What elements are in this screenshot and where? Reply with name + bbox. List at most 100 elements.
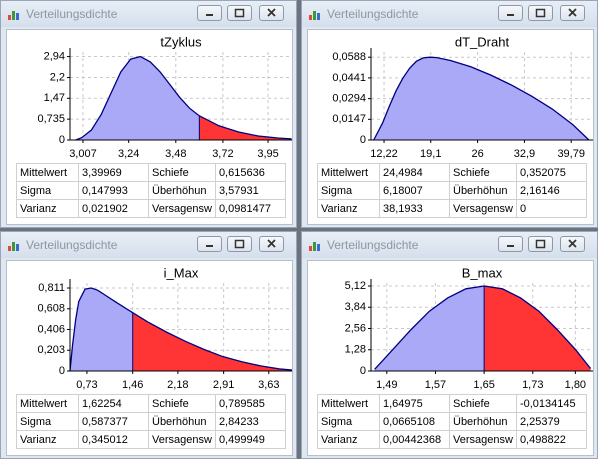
stat-label: Varianz xyxy=(317,430,380,449)
maximize-button[interactable] xyxy=(227,236,252,252)
chart-title: tZyklus xyxy=(160,34,202,49)
y-tick-label: 0,0294 xyxy=(332,93,366,105)
stat-value: 0,498822 xyxy=(515,430,587,449)
stats-row: Mittelwert 1,64975 Schiefe -0,0134145 xyxy=(317,394,587,413)
stat-label: Schiefe xyxy=(449,163,517,182)
maximize-button-glyph xyxy=(234,239,245,249)
stat-value: 6,18007 xyxy=(379,181,450,200)
maximize-button[interactable] xyxy=(528,5,553,21)
stats-row: Sigma 0,147993 Überhöhun 3,57931 xyxy=(16,181,286,200)
x-tick-label: 2,18 xyxy=(167,379,188,391)
stat-label: Mittelwert xyxy=(317,163,380,182)
icon-bar xyxy=(313,242,316,251)
x-tick-label: 0,73 xyxy=(76,379,97,391)
stats-row: Varianz 0,345012 Versagensw 0,499949 xyxy=(16,430,286,449)
window: Verteilungsdichte tZyklus 0 0,735 1,47 2,2 2,9… xyxy=(0,0,297,228)
stat-value: 0,345012 xyxy=(78,430,149,449)
stats-table: Mittelwert 3,39969 Schiefe 0,615636 Sigma 0,1… xyxy=(16,163,286,218)
x-tick-label: 39,79 xyxy=(557,148,585,160)
stat-label: Sigma xyxy=(317,181,380,200)
close-button[interactable] xyxy=(560,236,585,252)
stat-label: Versagensw xyxy=(449,430,517,449)
close-button-glyph xyxy=(568,8,577,17)
maximize-button[interactable] xyxy=(227,5,252,21)
y-tick-label: 5,12 xyxy=(345,280,366,292)
stat-value: 24,4984 xyxy=(379,163,450,182)
stats-table: Mittelwert 1,64975 Schiefe -0,0134145 Sigma 0… xyxy=(317,394,587,449)
table-body: Mittelwert 24,4984 Schiefe 0,352075 Sigma 6,1… xyxy=(317,163,587,218)
window: Verteilungsdichte B_max 0 1,28 2,56 3,84 5,12 1… xyxy=(301,231,598,459)
glyph xyxy=(568,239,577,248)
density-curve xyxy=(69,287,292,372)
client-area: B_max 0 1,28 2,56 3,84 5,12 1,49 1,57 1,65 1,73 1,… xyxy=(307,260,594,456)
maximize-button[interactable] xyxy=(528,236,553,252)
glyph xyxy=(234,8,245,18)
glyph xyxy=(267,8,276,17)
icon-bar xyxy=(317,244,320,251)
window-title: Verteilungsdichte xyxy=(327,7,419,21)
y-tick-label: 0,203 xyxy=(37,344,65,356)
minimize-button[interactable] xyxy=(197,5,222,21)
stat-value: 3,39969 xyxy=(78,163,149,182)
icon-bar xyxy=(16,244,19,251)
y-tick-label: 2,94 xyxy=(44,50,65,62)
y-tick-label: 0 xyxy=(59,134,65,146)
stat-label: Varianz xyxy=(16,430,79,449)
icon-bar xyxy=(309,246,312,251)
minimize-button[interactable] xyxy=(498,236,523,252)
close-button-glyph xyxy=(267,8,276,17)
close-button[interactable] xyxy=(259,236,284,252)
x-tick-label: 3,72 xyxy=(212,148,233,160)
x-tick-label: 12,22 xyxy=(370,148,398,160)
minimize-button[interactable] xyxy=(197,236,222,252)
y-tick-label: 3,84 xyxy=(345,301,366,313)
minimize-button[interactable] xyxy=(498,5,523,21)
stat-value: 3,57931 xyxy=(214,181,286,200)
stats-row: Varianz 0,021902 Versagensw 0,0981477 xyxy=(16,199,286,218)
icon-bar xyxy=(317,13,320,20)
window: Verteilungsdichte i_Max 0 0,203 0,406 0,608 0,… xyxy=(0,231,297,459)
close-button[interactable] xyxy=(560,5,585,21)
stat-label: Mittelwert xyxy=(16,394,79,413)
stat-label: Überhöhun xyxy=(148,181,216,200)
stats-row: Sigma 6,18007 Überhöhun 2,16146 xyxy=(317,181,587,200)
stat-label: Varianz xyxy=(317,199,380,218)
table-body: Mittelwert 1,62254 Schiefe 0,789585 Sigma 0,5… xyxy=(16,394,286,449)
x-tick-label: 1,73 xyxy=(522,379,543,391)
density-curve xyxy=(75,55,292,141)
y-tick-label: 1,47 xyxy=(44,92,65,104)
stat-value: 2,84233 xyxy=(214,412,286,431)
close-button[interactable] xyxy=(259,5,284,21)
window-title: Verteilungsdichte xyxy=(26,7,118,21)
chart: B_max 0 1,28 2,56 3,84 5,12 1,49 1,57 1,65 1,73 1,… xyxy=(345,265,593,391)
stat-value: 0 xyxy=(515,199,587,218)
minimize-button-glyph xyxy=(507,245,514,247)
glyph xyxy=(507,245,514,247)
stat-label: Überhöhun xyxy=(449,181,517,200)
app-icon xyxy=(8,242,19,251)
x-tick-label: 32,9 xyxy=(514,148,535,160)
minimize-button-glyph xyxy=(206,245,213,247)
y-tick-label: 0 xyxy=(360,134,366,146)
stat-label: Schiefe xyxy=(148,394,216,413)
y-tick-label: 0 xyxy=(59,365,65,377)
app-icon xyxy=(309,11,320,20)
icon-bar xyxy=(12,11,15,20)
y-tick-label: 1,28 xyxy=(345,344,366,356)
stat-value: 0,00442368 xyxy=(379,430,450,449)
stat-label: Sigma xyxy=(16,412,79,431)
stats-row: Mittelwert 24,4984 Schiefe 0,352075 xyxy=(317,163,587,182)
failure-area xyxy=(132,312,292,371)
x-tick-label: 3,007 xyxy=(69,148,97,160)
stat-value: 0,789585 xyxy=(214,394,286,413)
x-tick-label: 1,49 xyxy=(376,379,397,391)
chart: i_Max 0 0,203 0,406 0,608 0,811 0,73 1,46 2,18 2,… xyxy=(37,265,292,391)
maximize-button-glyph xyxy=(535,239,546,249)
stats-row: Varianz 0,00442368 Versagensw 0,498822 xyxy=(317,430,587,449)
stat-label: Schiefe xyxy=(148,163,216,182)
client-area: dT_Draht 0 0,0147 0,0294 0,0441 0,0588 12,22 19… xyxy=(307,29,594,225)
density-area xyxy=(373,57,589,140)
glyph xyxy=(568,8,577,17)
x-tick-label: 1,80 xyxy=(565,379,586,391)
